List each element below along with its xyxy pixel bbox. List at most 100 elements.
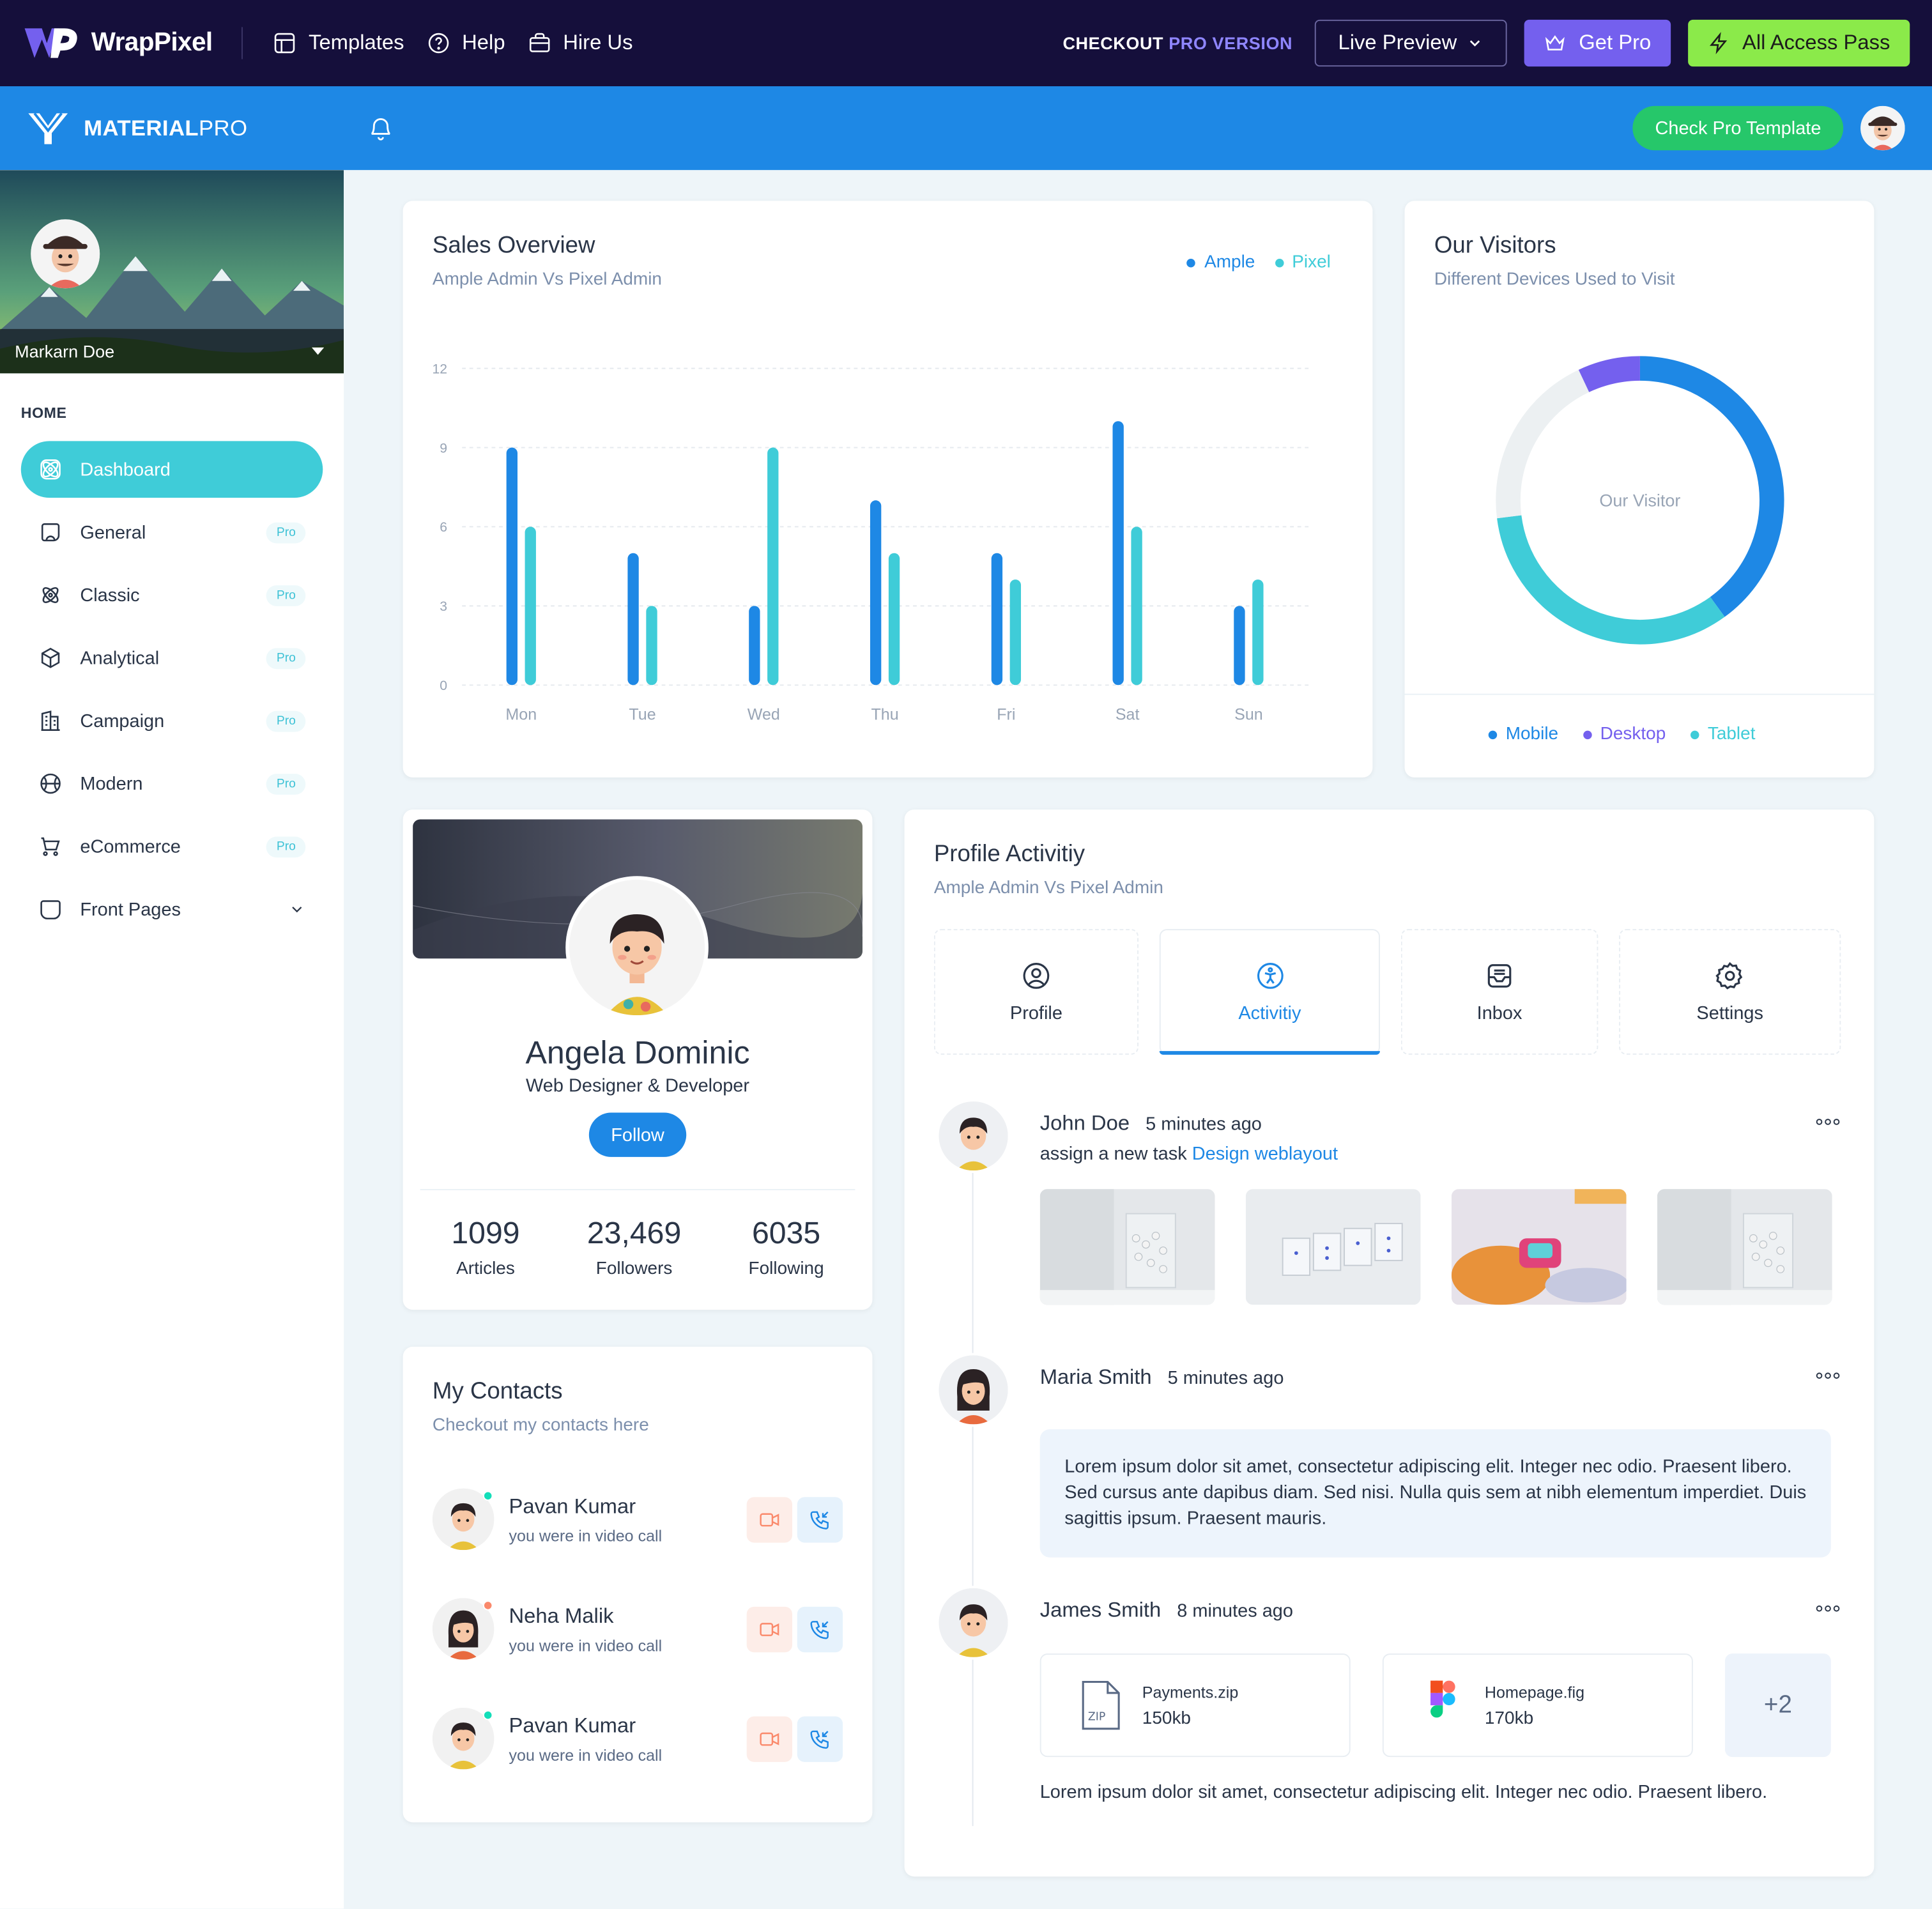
- activity-user-name[interactable]: James Smith: [1039, 1598, 1162, 1621]
- tab-settings[interactable]: Settings: [1619, 929, 1841, 1055]
- contact-text: Pavan Kumar you were in video call: [509, 1713, 662, 1764]
- all-access-label: All Access Pass: [1742, 31, 1890, 54]
- legend-label: Pixel: [1292, 252, 1331, 273]
- header-avatar[interactable]: [1860, 105, 1905, 151]
- settings-icon: [1715, 962, 1743, 990]
- bar-ample: [991, 553, 1003, 686]
- phone-call-button[interactable]: [797, 1496, 843, 1542]
- activity-avatar[interactable]: [936, 1353, 1011, 1427]
- promo-nav: Templates Help Hire Us: [273, 31, 633, 56]
- bar-pixel: [525, 526, 536, 686]
- phone-call-button[interactable]: [797, 1606, 843, 1652]
- contact-avatar: [432, 1598, 494, 1660]
- legend-item-pixel[interactable]: Pixel: [1275, 252, 1331, 272]
- stat-following: 6035 Following: [749, 1216, 824, 1278]
- activity-avatar[interactable]: [936, 1586, 1011, 1660]
- tab-activity[interactable]: Activitiy: [1159, 929, 1380, 1055]
- bar-pixel: [646, 606, 657, 686]
- activity-item: John Doe 5 minutes ago assign a new task…: [936, 1099, 1844, 1308]
- activity-task-link[interactable]: Design weblayout: [1192, 1143, 1338, 1165]
- x-tick-label: Thu: [871, 705, 899, 723]
- sidebar-item-label: Campaign: [80, 710, 165, 732]
- bar-pixel: [1252, 579, 1264, 686]
- bar-pixel: [767, 447, 779, 686]
- contact-row[interactable]: Pavan Kumar you were in video call: [432, 1701, 843, 1775]
- activity-user-name[interactable]: John Doe: [1039, 1111, 1130, 1135]
- sales-subtitle: Ample Admin Vs Pixel Admin: [432, 270, 662, 290]
- app-header: MATERIALPRO Check Pro Template: [0, 86, 1932, 171]
- sidebar-item-ecommerce[interactable]: eCommerce Pro: [21, 818, 323, 875]
- wrappixel-logo[interactable]: WrapPixel: [22, 25, 213, 62]
- sidebar-avatar[interactable]: [31, 219, 100, 289]
- stat-value: 23,469: [586, 1216, 682, 1251]
- check-pro-template-button[interactable]: Check Pro Template: [1632, 105, 1844, 151]
- profile-avatar[interactable]: [565, 876, 709, 1019]
- sidebar-item-front-pages[interactable]: Front Pages: [21, 881, 323, 938]
- promo-nav-hire-us[interactable]: Hire Us: [527, 31, 633, 56]
- sidebar-user-name: Markarn Doe: [15, 341, 115, 362]
- sidebar-item-dashboard[interactable]: Dashboard: [20, 441, 323, 498]
- legend-label: Mobile: [1505, 724, 1559, 744]
- get-pro-button[interactable]: Get Pro: [1524, 19, 1671, 67]
- donut-segment-desktop: [1578, 356, 1641, 392]
- pro-badge: Pro: [266, 521, 306, 543]
- sidebar-item-modern[interactable]: Modern Pro: [21, 755, 323, 812]
- sidebar-user-dropdown[interactable]: Markarn Doe: [0, 328, 344, 374]
- contact-row[interactable]: Pavan Kumar you were in video call: [432, 1482, 843, 1556]
- tab-profile[interactable]: Profile: [933, 929, 1138, 1055]
- x-tick-label: Fri: [997, 705, 1015, 723]
- promo-nav-templates[interactable]: Templates: [273, 31, 404, 56]
- phone-call-button[interactable]: [797, 1715, 843, 1761]
- video-call-button[interactable]: [746, 1715, 793, 1761]
- sidebar-item-classic[interactable]: Classic Pro: [21, 567, 323, 624]
- legend-item-mobile[interactable]: Mobile: [1488, 724, 1559, 744]
- materialpro-logo[interactable]: MATERIALPRO: [27, 111, 369, 146]
- live-preview-button[interactable]: Live Preview: [1314, 19, 1508, 67]
- user-circle-icon: [1023, 963, 1050, 989]
- legend-item-desktop[interactable]: Desktop: [1583, 724, 1666, 744]
- inbox-icon: [1487, 964, 1512, 988]
- bell-icon[interactable]: [367, 114, 394, 141]
- video-call-button[interactable]: [746, 1496, 793, 1542]
- contact-row[interactable]: Neha Malik you were in video call: [432, 1592, 843, 1666]
- activity-avatar[interactable]: [936, 1099, 1011, 1173]
- colorful-shapes-image: [1451, 1189, 1627, 1305]
- more-options-icon[interactable]: [1816, 1605, 1840, 1612]
- attachment-homepage-fig[interactable]: Homepage.fig 170kb: [1382, 1653, 1693, 1758]
- y-tick-label: 0: [440, 678, 447, 693]
- sidebar-item-general[interactable]: General Pro: [21, 504, 323, 561]
- x-tick-label: Sun: [1234, 705, 1263, 723]
- legend-item-tablet[interactable]: Tablet: [1690, 724, 1755, 744]
- promo-nav-help[interactable]: Help: [426, 31, 505, 56]
- activity-thumbnail-image[interactable]: [1245, 1189, 1421, 1305]
- online-status-dot: [482, 1491, 493, 1501]
- checkout-pro-text[interactable]: CHECKOUT PRO VERSION: [1062, 33, 1292, 53]
- activity-subtitle: Ample Admin Vs Pixel Admin: [933, 878, 1163, 898]
- sidebar-item-campaign[interactable]: Campaign Pro: [21, 693, 323, 749]
- user-avatar-icon: [1860, 105, 1905, 151]
- sidebar-item-label: eCommerce: [80, 836, 181, 857]
- activity-user-name[interactable]: Maria Smith: [1039, 1365, 1152, 1389]
- visitors-legend: Mobile Desktop Tablet: [1488, 724, 1755, 744]
- glass-beads-image: [1657, 1189, 1832, 1305]
- follow-button[interactable]: Follow: [588, 1112, 687, 1157]
- tab-label: Activitiy: [1238, 1002, 1301, 1024]
- attachment-size: 170kb: [1484, 1708, 1534, 1728]
- video-call-button[interactable]: [746, 1606, 793, 1652]
- activity-thumbnail-image[interactable]: [1657, 1189, 1832, 1305]
- more-options-icon[interactable]: [1816, 1119, 1840, 1125]
- sidebar-item-analytical[interactable]: Analytical Pro: [21, 629, 323, 686]
- activity-title: Profile Activitiy: [933, 841, 1085, 868]
- legend-item-ample[interactable]: Ample: [1187, 252, 1255, 272]
- all-access-pass-button[interactable]: All Access Pass: [1688, 19, 1910, 67]
- activity-thumbnail-image[interactable]: [1039, 1189, 1215, 1305]
- more-attachments-button[interactable]: +2: [1724, 1653, 1831, 1758]
- activity-thumbnail-image[interactable]: [1451, 1189, 1627, 1305]
- timeline-line: [972, 1130, 974, 1827]
- tab-label: Settings: [1696, 1002, 1763, 1024]
- user-avatar-icon: [939, 1101, 1008, 1171]
- more-options-icon[interactable]: [1816, 1372, 1840, 1379]
- tab-inbox[interactable]: Inbox: [1400, 929, 1598, 1055]
- attachment-payments-zip[interactable]: ZIP Payments.zip 150kb: [1039, 1653, 1351, 1758]
- activity-time: 8 minutes ago: [1177, 1600, 1294, 1621]
